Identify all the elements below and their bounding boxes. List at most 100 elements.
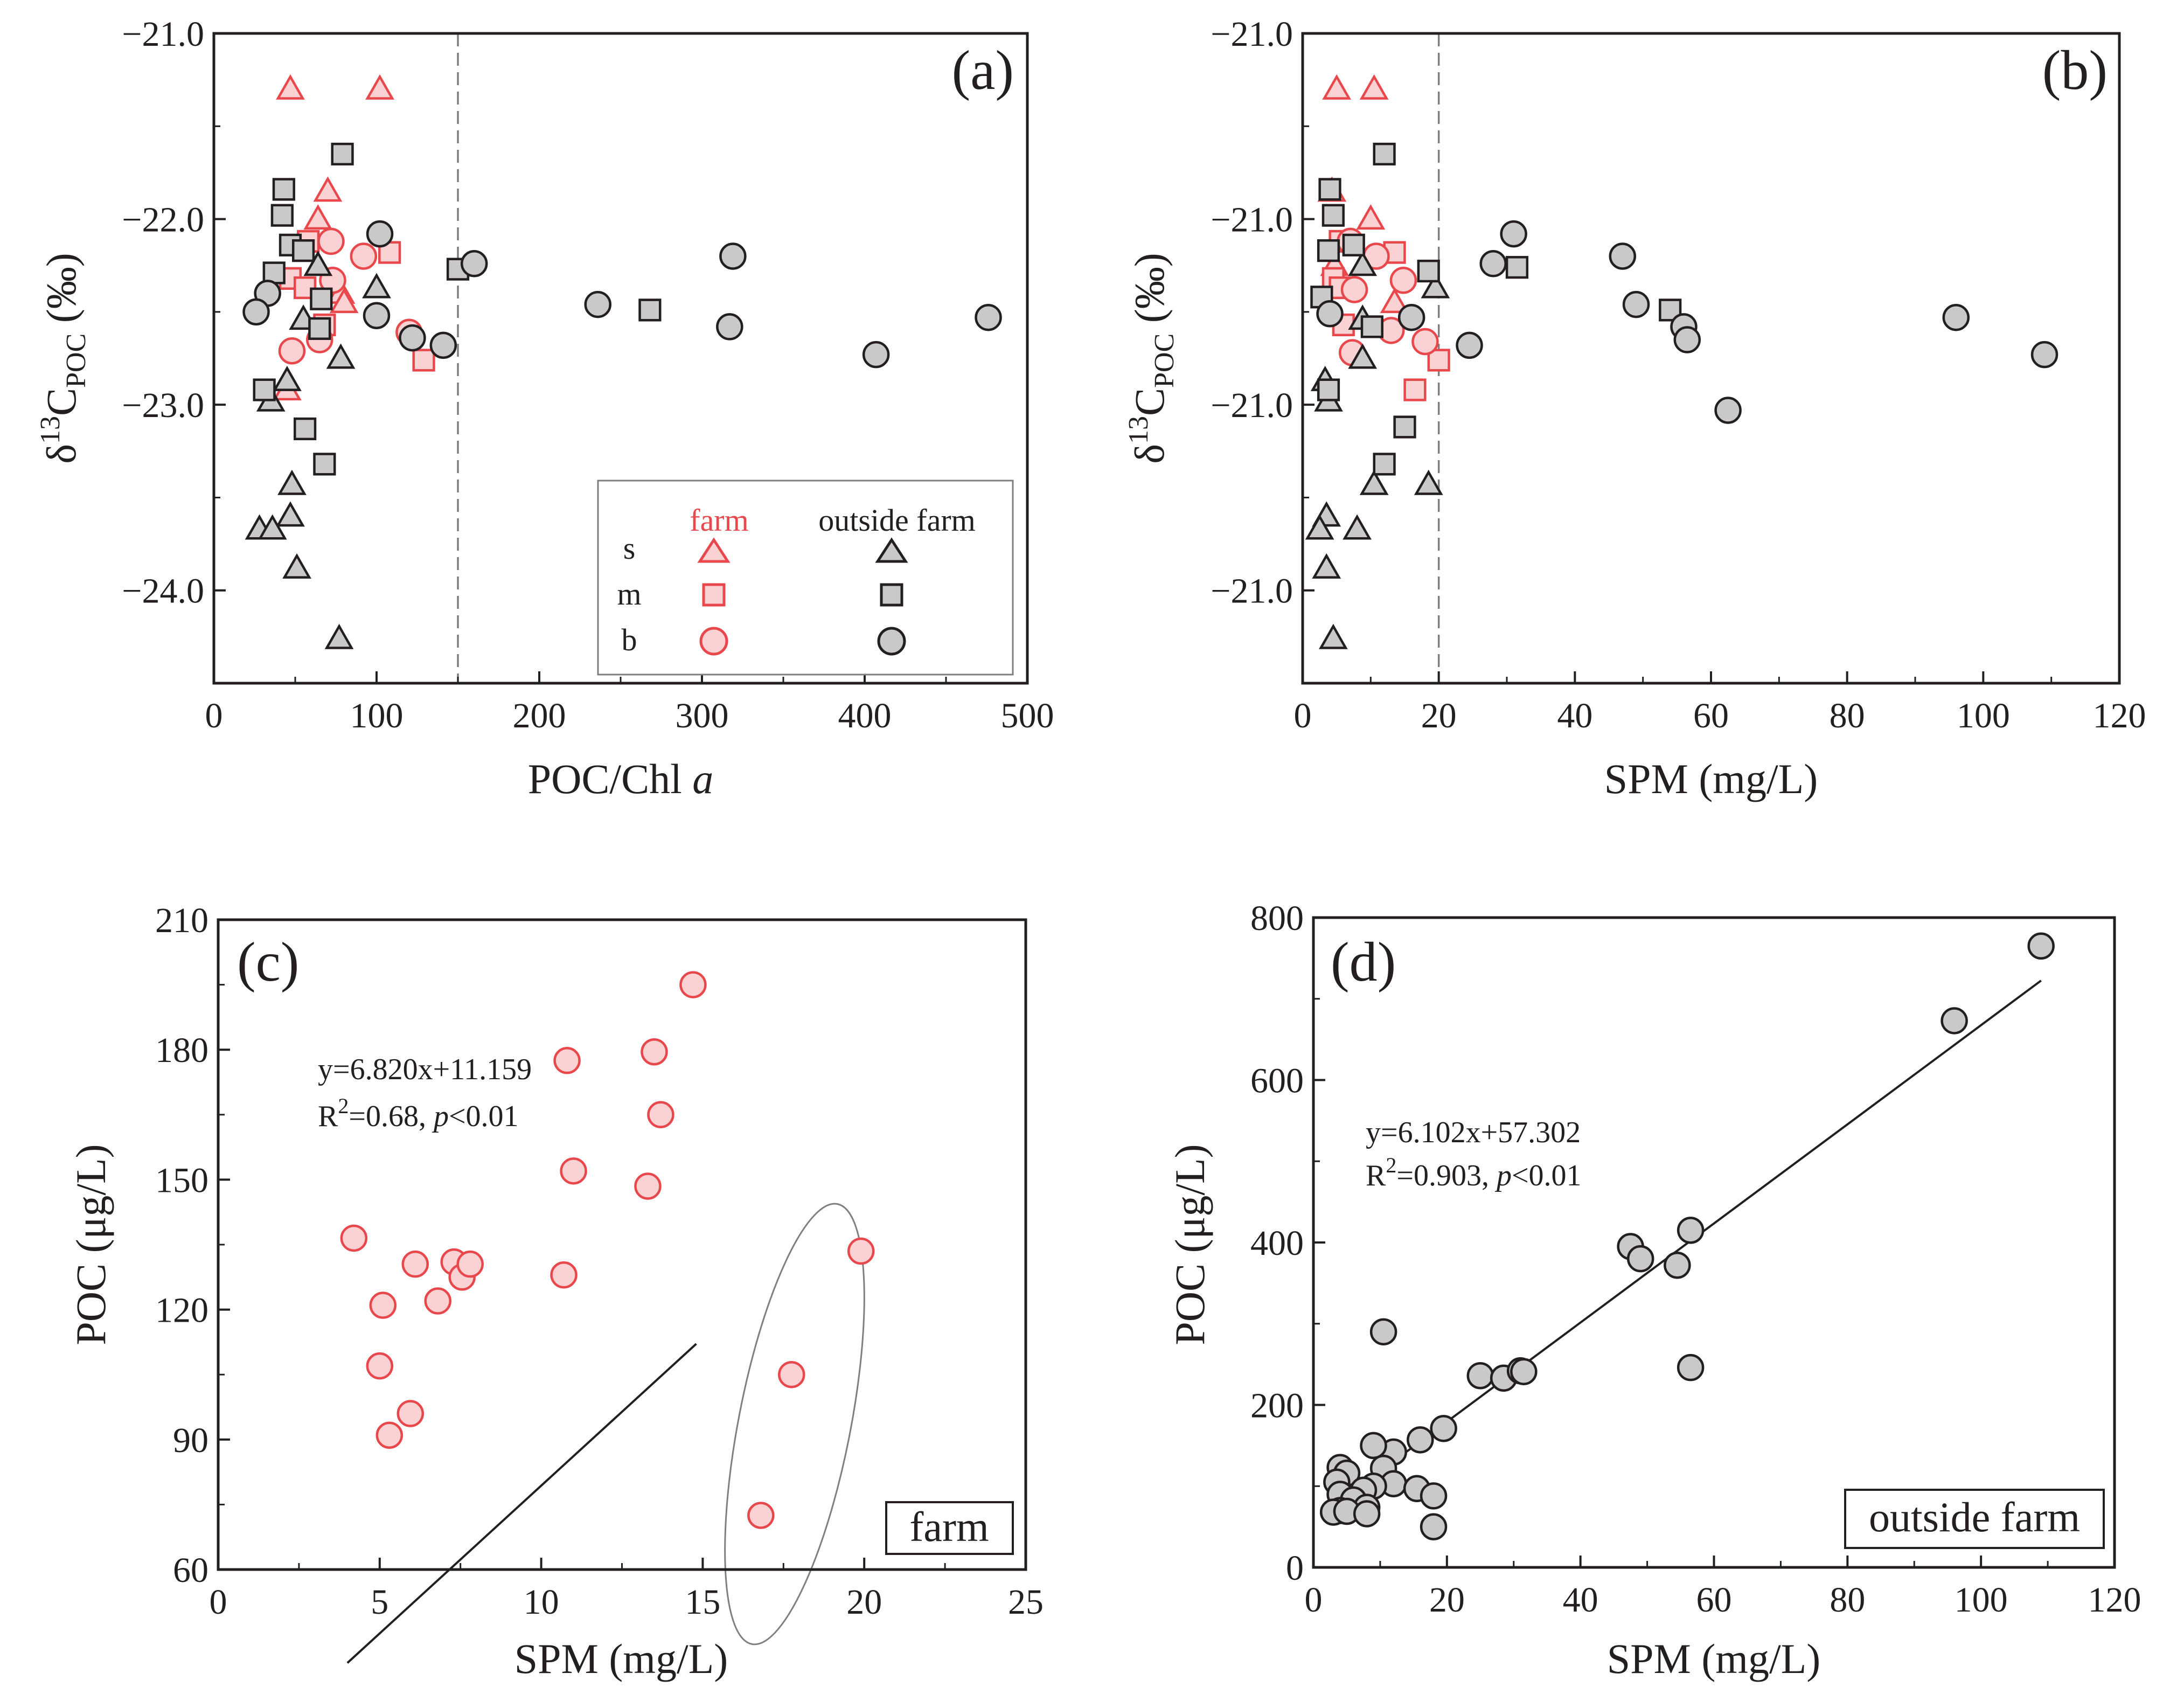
x-tick-label-d-5: 100 <box>1955 1580 2008 1620</box>
data-point-d-0-31 <box>1353 1500 1381 1528</box>
data-point-a-4-1 <box>272 178 295 201</box>
panel-a-ylabel-sub: POC <box>61 334 92 388</box>
data-point-a-5-6 <box>460 250 488 277</box>
data-point-d-0-32 <box>1420 1513 1448 1540</box>
panel-c-r2-p: p <box>432 1100 449 1133</box>
data-point-a-5-4 <box>399 324 426 352</box>
data-point-a-4-5 <box>262 261 286 284</box>
data-point-a-0-0 <box>276 74 305 100</box>
data-point-d-0-8 <box>1466 1362 1494 1390</box>
panel-d-equation: y=6.102x+57.302 <box>1366 1116 1581 1149</box>
data-point-c-0-12 <box>560 1157 587 1185</box>
data-point-b-4-12 <box>1373 453 1396 476</box>
data-point-a-4-9 <box>638 298 662 322</box>
data-point-b-4-2 <box>1322 204 1345 227</box>
panel-b-ylabel-unit: (‰) <box>1126 253 1173 333</box>
panel-b-ticks: 0 20 40 60 80 100 120 −21.0 −21.0 −21.0 −21.0 <box>1211 15 2146 735</box>
panel-a-ylabel-delta: δ <box>38 444 85 464</box>
data-point-b-5-8 <box>1456 331 1483 359</box>
data-point-b-0-5 <box>1380 288 1409 314</box>
panel-c-marks <box>340 971 875 1529</box>
panel-d: 0 20 40 60 80 100 120 0 200 400 600 800 (d) y=6.102… <box>1166 899 2141 1682</box>
data-point-c-0-10 <box>550 1261 578 1289</box>
panel-a-xlabel-main: POC/Chl <box>528 755 693 802</box>
panel-c-r2-sup: 2 <box>338 1094 349 1118</box>
panel-b-ylabel-sub: POC <box>1149 334 1180 388</box>
panel-d-outside-box-label: outside farm <box>1869 1494 2080 1540</box>
panel-b-label: (b) <box>2042 39 2108 101</box>
x-tick-label-a-3: 300 <box>676 696 729 735</box>
panel-d-r2-sup: 2 <box>1386 1153 1396 1177</box>
panel-a-xlabel: POC/Chl a <box>528 755 714 802</box>
x-tick-label-c-5: 25 <box>1008 1582 1044 1622</box>
y-tick-label-b-2: −21.0 <box>1211 386 1293 425</box>
panel-d-r2-r: R <box>1366 1159 1386 1192</box>
data-point-c-0-14 <box>641 1038 668 1066</box>
data-point-b-5-0 <box>1500 220 1527 248</box>
panel-c-outlier-ellipse <box>724 1203 865 1645</box>
x-tick-label-c-2: 10 <box>524 1582 559 1622</box>
legend-row-b: b <box>622 622 637 657</box>
panel-a-ylabel-sup: 13 <box>35 416 66 444</box>
panel-c-xlabel: SPM (mg/L) <box>514 1635 728 1682</box>
panel-d-label: (d) <box>1331 931 1396 993</box>
panel-c-r2-r: R <box>318 1100 338 1133</box>
data-point-c-0-11 <box>553 1047 581 1074</box>
data-point-b-4-4 <box>1317 239 1340 262</box>
panel-d-outside-box <box>1844 1489 2105 1549</box>
panel-a-ylabel: δ13CPOC (‰) <box>35 253 92 463</box>
panel-d-r2-p: p <box>1494 1159 1512 1192</box>
x-tick-label-a-2: 200 <box>513 696 566 735</box>
y-tick-label-c-0: 60 <box>173 1551 208 1590</box>
data-point-a-5-2 <box>242 298 270 326</box>
x-tick-label-a-1: 100 <box>350 696 404 735</box>
data-point-b-5-4 <box>1316 300 1344 328</box>
data-point-a-5-0 <box>366 220 394 248</box>
data-point-c-0-4 <box>401 1250 429 1278</box>
data-point-a-5-5 <box>429 331 457 359</box>
data-point-a-3-10 <box>282 553 311 579</box>
y-tick-label-c-3: 150 <box>155 1161 208 1200</box>
data-point-b-4-0 <box>1373 142 1396 166</box>
data-point-a-5-10 <box>862 341 890 369</box>
data-point-a-3-6 <box>277 469 307 495</box>
data-point-b-3-3 <box>1348 343 1378 369</box>
data-point-d-0-15 <box>1360 1432 1387 1460</box>
data-point-a-5-9 <box>716 313 743 341</box>
x-tick-label-b-0: 0 <box>1294 696 1312 735</box>
panel-a-ylabel-unit: (‰) <box>38 253 85 333</box>
data-point-a-4-10 <box>253 378 276 401</box>
y-tick-label-d-1: 200 <box>1250 1386 1304 1426</box>
panel-c-equation: y=6.820x+11.159 <box>318 1053 532 1086</box>
data-point-b-4-11 <box>1393 415 1416 439</box>
panel-d-r2-value: =0.903, <box>1396 1159 1497 1192</box>
data-point-b-4-5 <box>1417 259 1440 283</box>
y-tick-label-a-1: −22.0 <box>122 200 204 240</box>
data-point-c-0-15 <box>647 1101 674 1129</box>
data-point-a-4-7 <box>308 317 331 340</box>
data-point-a-4-0 <box>331 142 354 166</box>
data-point-a-0-3 <box>303 204 333 230</box>
data-point-d-0-5 <box>1664 1251 1691 1279</box>
data-point-b-3-11 <box>1312 553 1341 579</box>
x-tick-label-c-1: 5 <box>371 1582 388 1622</box>
data-point-b-0-0 <box>1322 74 1352 100</box>
legend-box <box>597 480 1014 676</box>
x-tick-label-b-5: 100 <box>1957 696 2010 735</box>
data-point-b-3-0 <box>1348 251 1378 276</box>
data-point-b-5-7 <box>1673 326 1701 353</box>
data-point-b-5-1 <box>1479 250 1507 277</box>
data-point-c-0-17 <box>747 1502 775 1529</box>
data-point-b-4-3 <box>1342 233 1365 256</box>
y-tick-label-b-0: −21.0 <box>1211 15 1293 54</box>
data-point-b-3-6 <box>1359 469 1389 495</box>
panel-b-xlabel: SPM (mg/L) <box>1604 755 1818 802</box>
data-point-a-5-11 <box>975 303 1002 331</box>
data-point-b-3-7 <box>1414 469 1443 495</box>
x-tick-label-d-0: 0 <box>1305 1580 1323 1620</box>
data-point-a-4-2 <box>270 204 294 227</box>
fit-line-c <box>346 1343 697 1664</box>
data-point-b-3-12 <box>1318 623 1348 649</box>
data-point-a-3-3 <box>326 343 356 369</box>
